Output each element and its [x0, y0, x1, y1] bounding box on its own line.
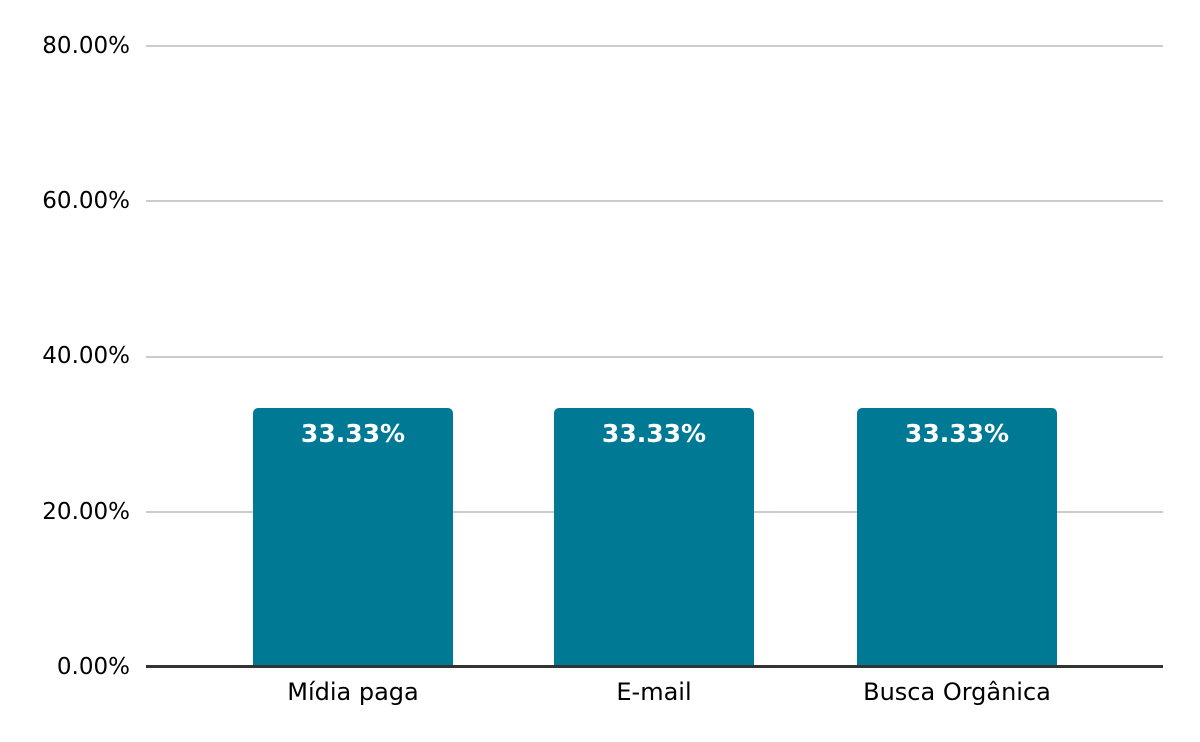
bar-value-label: 33.33%	[300, 419, 406, 449]
y-tick-label-80: 80.00%	[42, 33, 130, 59]
bar-rect[interactable]	[554, 408, 754, 667]
y-tick-label-20: 20.00%	[42, 499, 130, 525]
y-tick-label-40: 40.00%	[42, 343, 130, 369]
gridline-60	[146, 200, 1163, 203]
gridline-80	[146, 45, 1163, 47]
x-category-label: Mídia paga	[287, 678, 419, 706]
bar-value-label: 33.33%	[904, 419, 1010, 449]
y-tick-label-60: 60.00%	[42, 188, 130, 214]
x-category-label: E-mail	[616, 678, 692, 706]
bar-midia-paga[interactable]: 33.33%	[253, 408, 453, 667]
bar-email[interactable]: 33.33%	[554, 408, 754, 667]
bar-rect[interactable]	[857, 408, 1057, 667]
bar-rect[interactable]	[253, 408, 453, 667]
bar-busca-organica[interactable]: 33.33%	[857, 408, 1057, 667]
y-tick-label-0: 0.00%	[56, 654, 130, 680]
plot-area: 33.33% 33.33% 33.33%	[146, 45, 1163, 668]
gridline-40	[146, 355, 1163, 358]
x-category-label: Busca Orgânica	[863, 678, 1051, 706]
x-axis-line	[146, 665, 1163, 668]
bar-value-label: 33.33%	[601, 419, 707, 449]
